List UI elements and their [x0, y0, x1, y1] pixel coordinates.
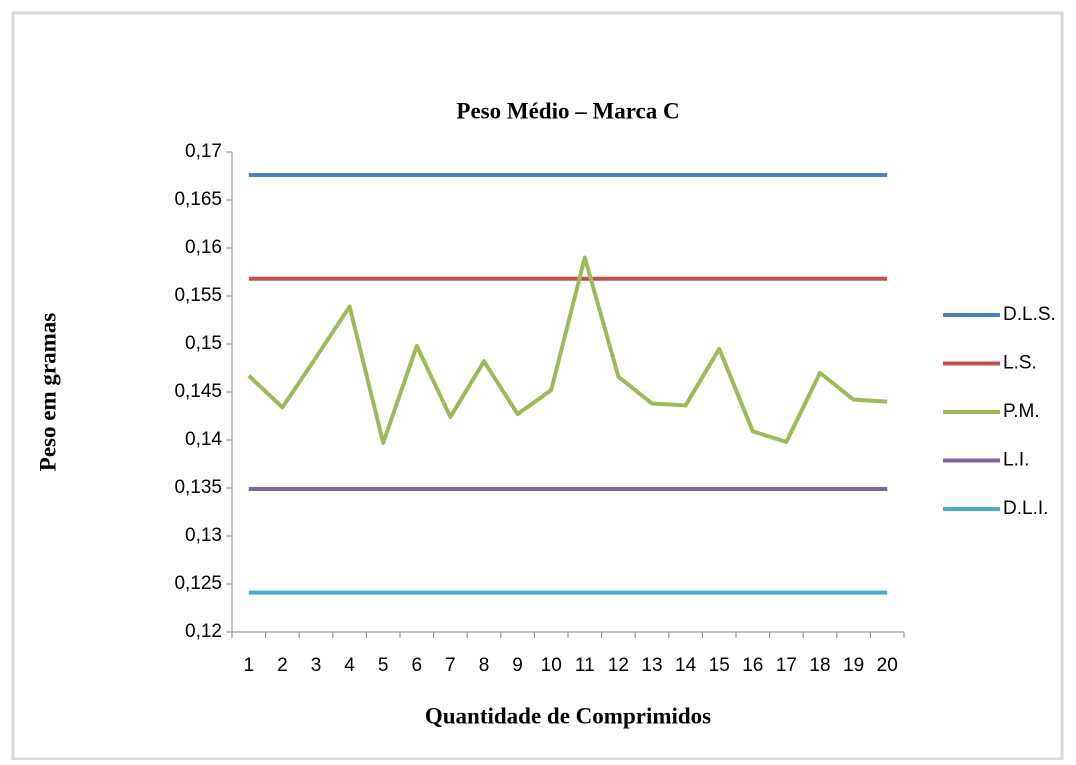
y-axis-label: Peso em gramas: [35, 313, 60, 471]
legend-label: D.L.S.: [1003, 304, 1056, 325]
y-tick-label: 0,135: [174, 477, 222, 498]
y-tick-label: 0,155: [174, 285, 222, 306]
x-tick-label: 13: [641, 655, 662, 676]
y-tick-label: 0,12: [185, 621, 222, 642]
x-tick-label: 17: [776, 655, 797, 676]
x-tick-label: 11: [575, 655, 595, 676]
y-tick-label: 0,165: [174, 189, 222, 210]
x-axis-label: Quantidade de Comprimidos: [425, 703, 711, 728]
x-tick-label: 5: [378, 655, 389, 676]
x-tick-label: 10: [541, 655, 562, 676]
x-tick-label: 18: [809, 655, 830, 676]
x-tick-label: 19: [843, 655, 864, 676]
y-tick-label: 0,15: [185, 333, 222, 354]
x-tick-label: 4: [344, 655, 355, 676]
x-tick-label: 9: [512, 655, 523, 676]
x-tick-label: 2: [277, 655, 288, 676]
y-tick-label: 0,17: [185, 141, 222, 162]
x-tick-label: 12: [608, 655, 629, 676]
chart-title: Peso Médio – Marca C: [456, 98, 679, 123]
chart-frame: [11, 11, 1064, 761]
legend-label: P.M.: [1003, 401, 1040, 422]
series-line: [247, 255, 888, 445]
y-tick-label: 0,145: [174, 381, 222, 402]
x-tick-label: 8: [479, 655, 490, 676]
legend-label: L.S.: [1003, 353, 1037, 374]
x-tick-label: 20: [877, 655, 898, 676]
y-tick-label: 0,125: [174, 573, 222, 594]
x-tick-label: 3: [311, 655, 322, 676]
x-tick-label: 15: [709, 655, 730, 676]
legend-label: D.L.I.: [1003, 498, 1048, 519]
y-tick-label: 0,13: [185, 525, 222, 546]
x-tick-label: 6: [412, 655, 423, 676]
x-tick-label: 16: [742, 655, 763, 676]
y-tick-label: 0,16: [185, 237, 222, 258]
y-tick-label: 0,14: [185, 429, 222, 450]
legend-label: L.I.: [1003, 450, 1029, 471]
x-tick-label: 14: [675, 655, 697, 676]
x-tick-label: 7: [445, 655, 456, 676]
x-tick-label: 1: [244, 655, 255, 676]
